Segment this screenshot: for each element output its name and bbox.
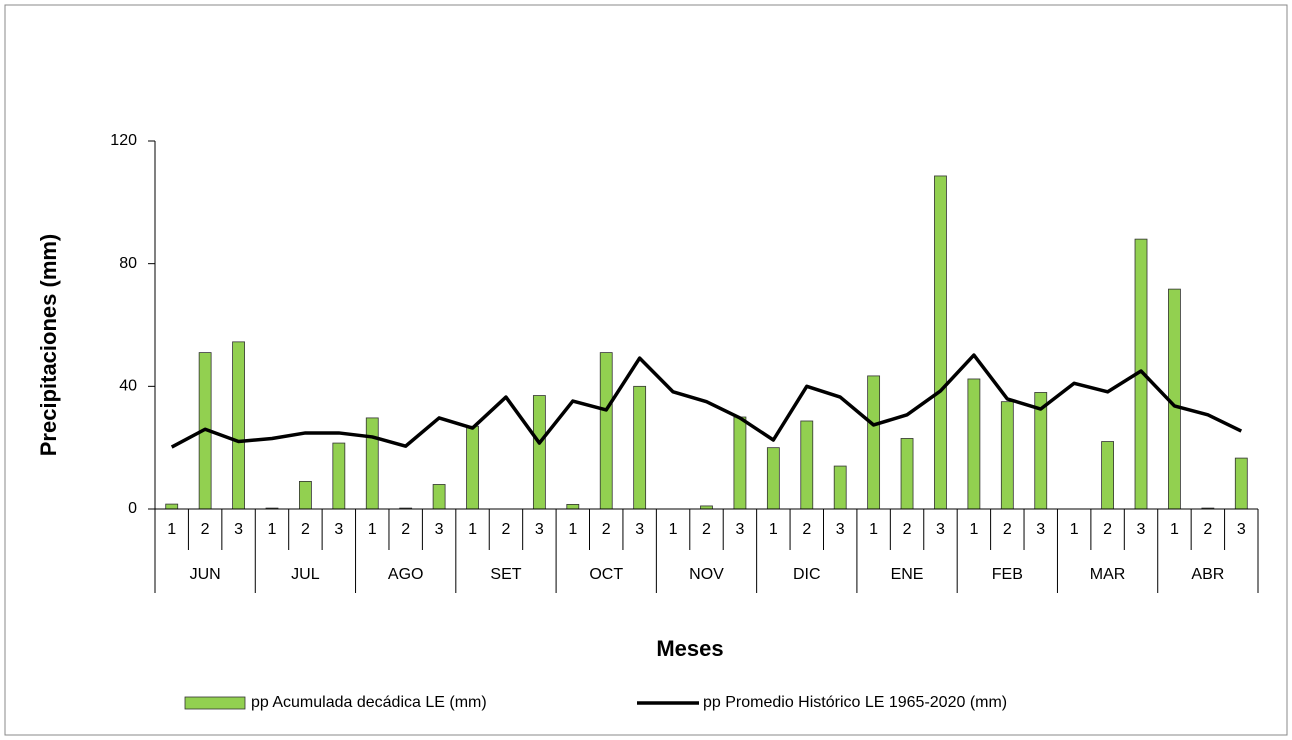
x-tick-label: 3 (1237, 521, 1246, 538)
bar (599, 352, 613, 510)
y-axis-title: Precipitaciones (mm) (36, 234, 61, 457)
x-tick-label: 3 (735, 521, 744, 538)
x-tick-label: 1 (268, 521, 277, 538)
x-tick-label: 1 (568, 521, 577, 538)
x-group-label: NOV (689, 566, 724, 583)
x-tick-label: 2 (702, 521, 711, 538)
x-group-label: JUN (190, 566, 221, 583)
bar (934, 175, 947, 510)
x-group-label: OCT (589, 566, 623, 583)
bar (733, 416, 747, 510)
bar (1000, 401, 1014, 510)
bar (1101, 441, 1114, 510)
bar (365, 417, 379, 510)
x-group-label: MAR (1090, 566, 1126, 583)
bar (766, 447, 780, 510)
legend-label: pp Acumulada decádica LE (mm) (251, 694, 487, 711)
bar (299, 480, 312, 510)
x-group-label: JUL (291, 566, 320, 583)
x-tick-label: 3 (1036, 521, 1045, 538)
x-tick-label: 3 (435, 521, 444, 538)
chart-border (4, 4, 1288, 736)
x-tick-label: 1 (769, 521, 778, 538)
x-tick-label: 3 (635, 521, 644, 538)
y-tick-label: 40 (119, 378, 137, 395)
bar (833, 465, 847, 510)
x-tick-label: 3 (1137, 521, 1146, 538)
x-tick-label: 2 (602, 521, 611, 538)
bar (532, 395, 546, 510)
x-tick-label: 2 (903, 521, 912, 538)
x-tick-label: 2 (201, 521, 210, 538)
x-tick-label: 3 (334, 521, 343, 538)
legend-swatch (184, 696, 246, 710)
bar (165, 503, 179, 510)
bar (800, 420, 814, 510)
x-group-label: SET (490, 566, 521, 583)
bar (633, 385, 647, 510)
x-tick-label: 3 (936, 521, 945, 538)
bar (432, 484, 446, 510)
x-tick-label: 2 (401, 521, 410, 538)
x-tick-label: 1 (1170, 521, 1179, 538)
x-tick-label: 1 (167, 521, 176, 538)
bar (332, 442, 346, 510)
bar (232, 341, 245, 510)
x-tick-label: 2 (802, 521, 811, 538)
x-group-label: FEB (992, 566, 1023, 583)
x-group-label: ENE (891, 566, 924, 583)
x-tick-label: 1 (869, 521, 878, 538)
line (170, 353, 1243, 449)
bar (466, 425, 479, 510)
x-tick-label: 1 (468, 521, 477, 538)
y-tick-label: 0 (128, 500, 137, 517)
x-tick-label: 2 (1003, 521, 1012, 538)
x-tick-label: 1 (969, 521, 978, 538)
y-tick-label: 120 (110, 132, 137, 149)
x-group-label: DIC (793, 566, 821, 583)
x-tick-label: 1 (1070, 521, 1079, 538)
x-tick-label: 1 (669, 521, 678, 538)
bar (867, 375, 881, 510)
bar (900, 438, 914, 510)
x-group-label: ABR (1191, 566, 1224, 583)
x-tick-label: 2 (1103, 521, 1112, 538)
x-tick-label: 3 (836, 521, 845, 538)
x-tick-label: 3 (535, 521, 544, 538)
bar (1234, 457, 1248, 510)
y-tick-label: 80 (119, 255, 137, 272)
x-tick-label: 2 (301, 521, 310, 538)
bar (967, 378, 981, 510)
x-axis-title: Meses (656, 636, 723, 661)
bar (566, 503, 580, 510)
x-tick-label: 2 (502, 521, 511, 538)
x-group-label: AGO (388, 566, 424, 583)
x-tick-label: 3 (234, 521, 243, 538)
x-tick-label: 1 (368, 521, 377, 538)
legend-label: pp Promedio Histórico LE 1965-2020 (mm) (703, 694, 1007, 711)
x-tick-label: 2 (1203, 521, 1212, 538)
